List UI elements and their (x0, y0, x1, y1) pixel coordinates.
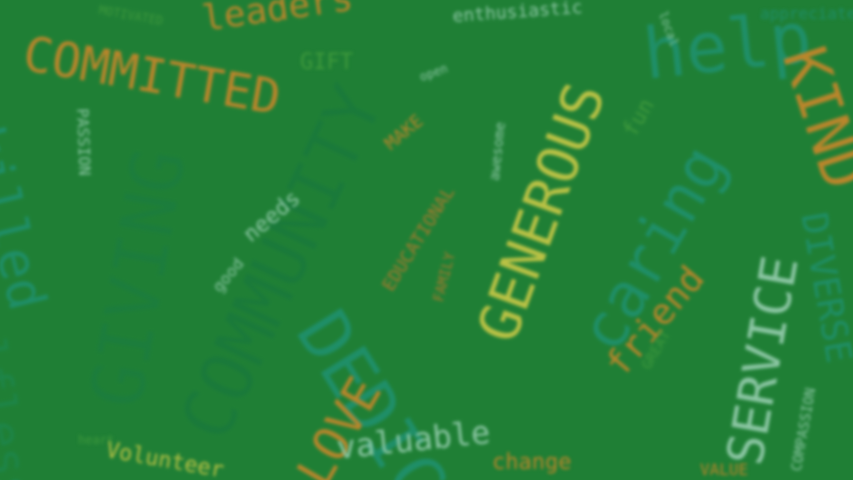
word-enthusiastic: enthusiastic (451, 0, 584, 27)
word-committed: COMMITTED (18, 26, 285, 127)
word-giving: GIVING (74, 142, 202, 414)
word-value: VALUE (700, 460, 749, 479)
word-appreciated: appreciated (760, 4, 853, 23)
word-fun: fun (618, 94, 660, 142)
word-family: FAMILY (431, 250, 459, 304)
word-kind: KIND (768, 38, 853, 198)
word-heart: heart (78, 433, 115, 447)
word-gift: GIFT (300, 50, 353, 75)
word-awesome: awesome (487, 121, 510, 182)
word-skilled: skilled (0, 89, 57, 317)
word-open: open (417, 61, 450, 85)
word-passion: PASSION (73, 107, 95, 176)
word-change: change (492, 450, 572, 475)
word-motivated: MOTIVATED (97, 3, 165, 29)
word-volunteer: Volunteer (104, 438, 226, 480)
word-service: SERVICE (716, 251, 810, 470)
word-leaders: leaders (199, 0, 356, 40)
word-compassion: COMPASSION (789, 386, 820, 473)
